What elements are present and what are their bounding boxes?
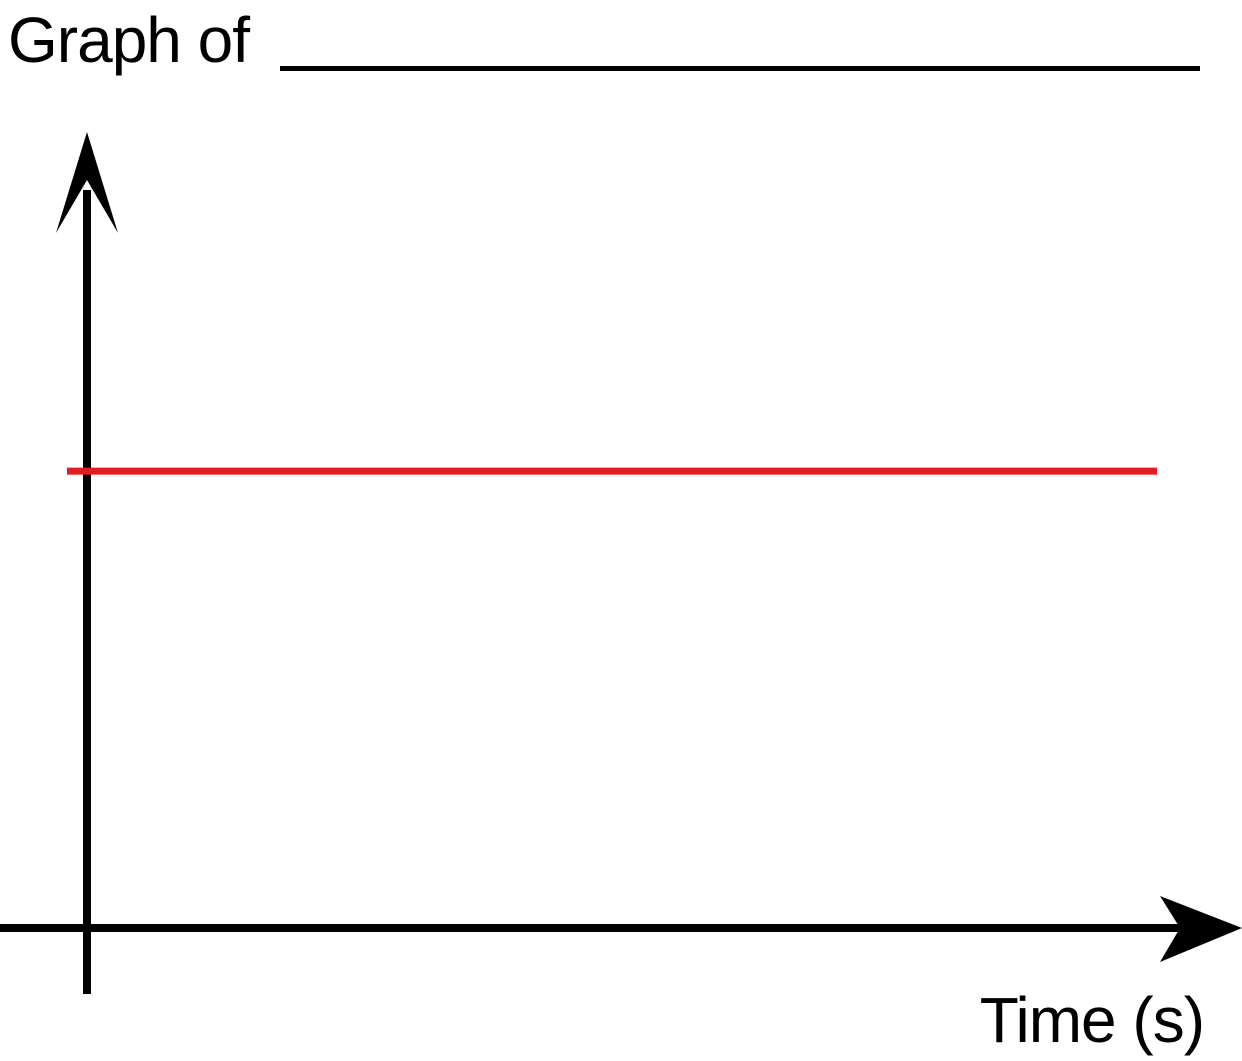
x-axis-label: Time (s) (979, 984, 1205, 1056)
chart-title: Graph of (8, 4, 250, 76)
y-axis-arrowhead (56, 132, 118, 233)
title-blank-line (280, 66, 1200, 71)
x-axis-arrowhead (1160, 896, 1242, 962)
chart-title-row: Graph of (8, 0, 250, 80)
